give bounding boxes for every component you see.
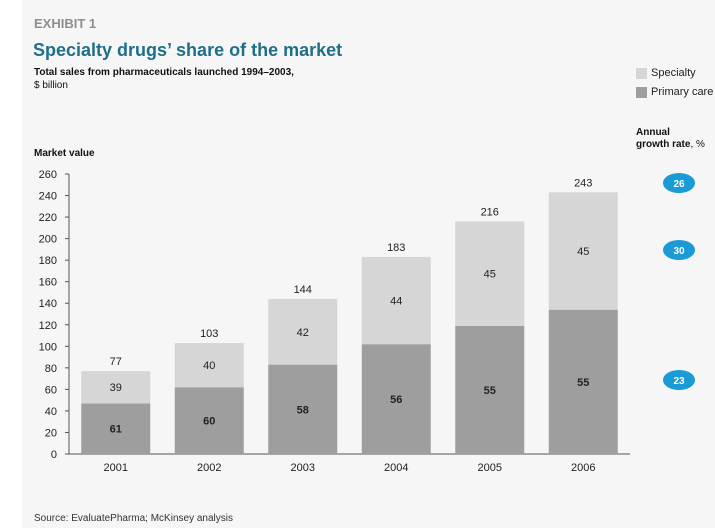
bar-specialty-2003	[268, 298, 338, 365]
bar-primary-care-2005	[455, 325, 525, 454]
bar-specialty-2002	[174, 343, 244, 388]
legend-swatch-specialty	[636, 68, 647, 79]
segment-label-primary-care: 61	[110, 424, 122, 436]
chart-unit: $ billion	[34, 80, 68, 91]
growth-rate-bubble	[663, 240, 695, 260]
chart-title: Specialty drugs’ share of the market	[33, 40, 343, 60]
y-tick-label: 60	[45, 384, 57, 396]
segment-label-primary-care: 55	[577, 377, 589, 389]
segment-label-primary-care: 56	[390, 394, 402, 406]
growth-rate-value: 23	[673, 376, 685, 387]
bar-primary-care-2003	[268, 364, 338, 454]
y-tick-label: 20	[45, 427, 57, 439]
y-tick-label: 260	[39, 169, 57, 181]
x-tick-label: 2002	[197, 462, 221, 474]
y-tick-label: 240	[39, 191, 57, 203]
bar-primary-care-2004	[361, 344, 431, 454]
segment-label-specialty: 42	[297, 327, 309, 339]
bar-specialty-2001	[81, 371, 151, 404]
y-tick-label: 180	[39, 255, 57, 267]
y-tick-label: 120	[39, 320, 57, 332]
growth-rate-heading: Annual growth rate, %	[636, 127, 715, 151]
y-tick-label: 40	[45, 406, 57, 418]
segment-label-primary-care: 60	[203, 416, 215, 428]
exhibit-label: EXHIBIT 1	[34, 16, 97, 31]
growth-rate-value: 30	[673, 246, 685, 257]
segment-label-specialty: 45	[577, 246, 589, 258]
legend-swatch-primary-care	[636, 87, 647, 98]
bar-primary-care-2006	[548, 309, 618, 454]
growth-rate-bubble	[663, 173, 695, 193]
segment-label-specialty: 45	[484, 269, 496, 281]
bar-specialty-2004	[361, 256, 431, 345]
y-tick-label: 160	[39, 277, 57, 289]
segment-label-specialty: 44	[390, 296, 402, 308]
legend-item-specialty: Specialty	[636, 67, 715, 81]
x-tick-label: 2003	[291, 462, 315, 474]
y-tick-label: 140	[39, 298, 57, 310]
total-label: 144	[294, 284, 312, 296]
legend-label-primary-care: Primary care	[651, 86, 714, 98]
growth-heading-bold: growth rate	[636, 139, 691, 150]
y-axis-label: Market value	[34, 148, 95, 159]
total-label: 183	[387, 242, 405, 254]
growth-rate-value: 26	[673, 179, 685, 190]
x-tick-label: 2006	[571, 462, 595, 474]
legend-label-specialty: Specialty	[651, 67, 696, 79]
segment-label-primary-care: 58	[297, 404, 309, 416]
y-tick-label: 80	[45, 363, 57, 375]
y-tick-label: 200	[39, 234, 57, 246]
total-label: 77	[110, 356, 122, 368]
bar-specialty-2006	[548, 192, 618, 310]
y-tick-label: 0	[51, 449, 57, 461]
segment-label-specialty: 39	[110, 382, 122, 394]
x-tick-label: 2004	[384, 462, 408, 474]
bar-specialty-2005	[455, 221, 525, 326]
bar-primary-care-2001	[81, 403, 151, 454]
y-tick-label: 100	[39, 341, 57, 353]
segment-label-specialty: 40	[203, 360, 215, 372]
growth-heading-line1: Annual	[636, 127, 670, 138]
bar-primary-care-2002	[174, 387, 244, 454]
x-tick-label: 2005	[478, 462, 502, 474]
chart-subtitle: Total sales from pharmaceuticals launche…	[34, 67, 294, 78]
growth-rate-bubble	[663, 370, 695, 390]
x-tick-label: 2001	[104, 462, 128, 474]
total-label: 243	[574, 177, 592, 189]
total-label: 103	[200, 328, 218, 340]
legend-item-primary-care: Primary care	[636, 86, 715, 100]
y-tick-label: 220	[39, 212, 57, 224]
segment-label-primary-care: 55	[484, 385, 496, 397]
total-label: 216	[481, 206, 499, 218]
source-note: Source: EvaluatePharma; McKinsey analysi…	[34, 513, 233, 524]
growth-heading-suffix: , %	[690, 139, 705, 150]
